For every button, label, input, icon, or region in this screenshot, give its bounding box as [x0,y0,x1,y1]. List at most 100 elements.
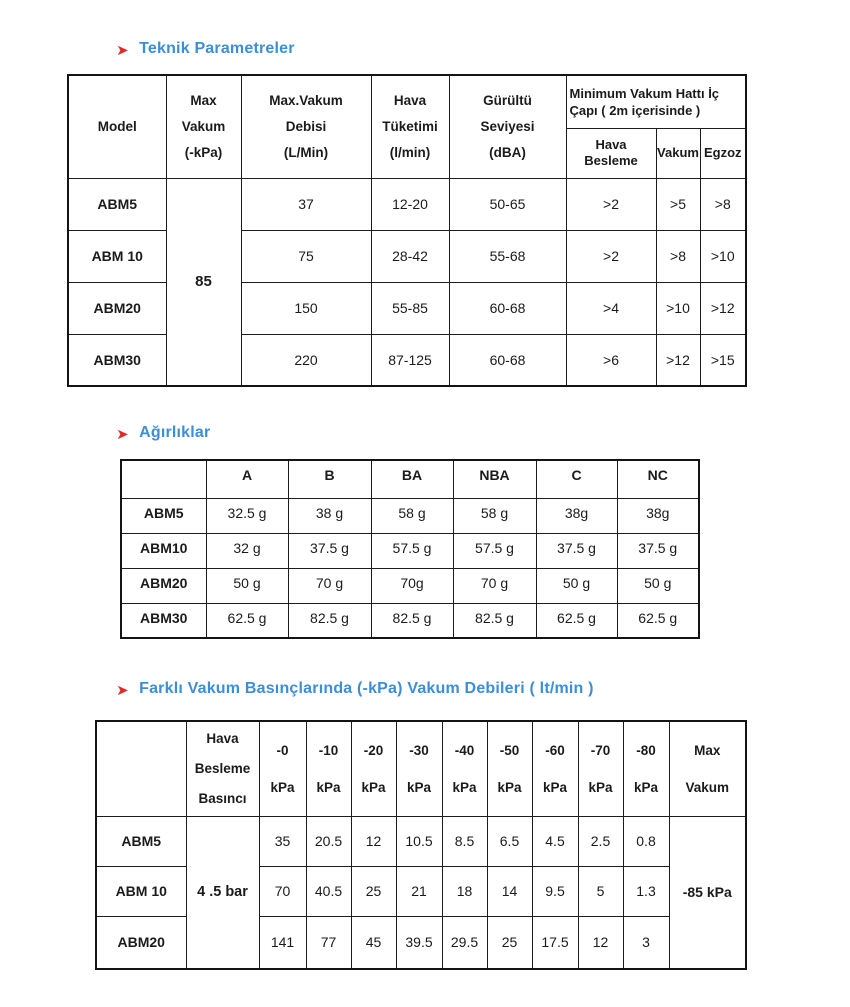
table-cell: 17.5 [531,915,579,970]
table-cell: 58 g [452,497,537,534]
row-header-model: ABM 10 [67,229,167,283]
table-cell: 32.5 g [205,497,289,534]
table-cell: >4 [565,281,657,335]
table-cell: 37 [240,177,372,231]
t3-header-kpa-60: -60 kPa [531,720,579,817]
section-title: Farklı Vakum Basınçlarında (-kPa) Vakum … [139,680,594,697]
table-cell: 5 [577,865,624,917]
t3-header-kpa-40: -40 kPa [441,720,488,817]
table-cell: >2 [565,177,657,231]
table-cell: 220 [240,333,372,387]
table-cell: 57.5 g [370,532,454,569]
table-row: Hava Besleme Basıncı -0 kPa -10 kPa -20 … [95,720,747,817]
table-cell: 82.5 g [287,602,372,639]
table-cell: 40.5 [305,865,352,917]
table-cell: 60-68 [448,333,567,387]
row-header-model: ABM5 [95,815,187,867]
table-cell: 55-85 [370,281,450,335]
table-cell: 39.5 [395,915,443,970]
table-cell: 62.5 g [205,602,289,639]
t1-header-egzoz: Egzoz [699,127,747,179]
t2-header-c: C [535,459,618,499]
table-cell: 50 g [535,567,618,604]
t2-header-empty [120,459,207,499]
table-cell: 25 [350,865,397,917]
t2-header-nc: NC [616,459,700,499]
table-cell: 3 [622,915,670,970]
table-cell: >8 [655,229,701,283]
table-cell: 14 [486,865,533,917]
row-header-model: ABM20 [95,915,187,970]
table-row: ABM10 32 g 37.5 g 57.5 g 57.5 g 37.5 g 3… [120,532,700,569]
t2-header-a: A [205,459,289,499]
t3-header-max-vakum: Max Vakum [668,720,747,817]
table-cell: 37.5 g [616,532,700,569]
table-cell: 70 g [452,567,537,604]
table-cell: 57.5 g [452,532,537,569]
table-cell: 32 g [205,532,289,569]
row-header-model: ABM5 [67,177,167,231]
table-cell: 28-42 [370,229,450,283]
section-heading-debiler: ➤ Farklı Vakum Basınçlarında (-kPa) Vaku… [117,680,594,698]
t2-header-b: B [287,459,372,499]
section-title: Ağırlıklar [139,424,211,441]
table-cell: 12 [350,815,397,867]
arrow-bullet-icon: ➤ [117,42,129,57]
table-cell: 6.5 [486,815,533,867]
table-cell: 70 g [287,567,372,604]
table-cell: 10.5 [395,815,443,867]
t3-header-kpa-30: -30 kPa [395,720,443,817]
t1-header-vakum: Vakum [655,127,701,179]
table-row: ABM20 141 77 45 39.5 29.5 25 17.5 12 3 [95,915,746,970]
merged-besleme-basinci-cell: 4 .5 bar [185,815,260,970]
table-row: Hava Besleme Vakum Egzoz [68,127,747,179]
table-cell: 75 [240,229,372,283]
teknik-parametreler-table: Model Max Vakum (-kPa) Max.Vakum Debisi … [67,74,748,387]
table-cell: 70g [370,567,454,604]
table-cell: 37.5 g [535,532,618,569]
table-row: ABM5 85 37 12-20 50-65 >2 >5 >8 [67,177,747,387]
table-cell: 35 [258,815,307,867]
table-row: ABM20 50 g 70 g 70g 70 g 50 g 50 g [120,567,700,604]
table-cell: 50 g [616,567,700,604]
table-cell: 12-20 [370,177,450,231]
table-cell: 87-125 [370,333,450,387]
table-cell: 4.5 [531,815,579,867]
table-cell: >15 [699,333,747,387]
table-row: ABM30 62.5 g 82.5 g 82.5 g 82.5 g 62.5 g… [120,602,700,639]
table-cell: 25 [486,915,533,970]
table-cell: >12 [699,281,747,335]
table-cell: >10 [655,281,701,335]
vakum-debileri-table: Hava Besleme Basıncı -0 kPa -10 kPa -20 … [95,720,747,970]
table-cell: 38 g [287,497,372,534]
table-cell: 9.5 [531,865,579,917]
t1-header-tuketim: Hava Tüketimi (l/min) [370,74,450,179]
table-cell: 2.5 [577,815,624,867]
row-header-model: ABM5 [120,497,207,534]
row-header-model: ABM30 [120,602,207,639]
section-heading-teknik: ➤ Teknik Parametreler [117,40,295,58]
table-cell: 55-68 [448,229,567,283]
table-cell: 82.5 g [370,602,454,639]
table-cell: >5 [655,177,701,231]
table-cell: 20.5 [305,815,352,867]
table-cell: >12 [655,333,701,387]
table-row: A B BA NBA C NC [120,459,700,499]
table-cell: 50 g [205,567,289,604]
table-cell: 0.8 [622,815,670,867]
t3-header-kpa-0: -0 kPa [258,720,307,817]
table-cell: 38g [616,497,700,534]
table-cell: 38g [535,497,618,534]
table-row: ABM20 150 55-85 60-68 >4 >10 >12 [67,281,747,335]
table-cell: 141 [258,915,307,970]
t3-header-kpa-10: -10 kPa [305,720,352,817]
t1-header-max-vakum: Max Vakum (-kPa) [165,74,242,179]
table-cell: 58 g [370,497,454,534]
table-cell: 77 [305,915,352,970]
table-cell: 21 [395,865,443,917]
merged-max-vakum-cell: 85 [165,177,242,387]
t3-header-kpa-80: -80 kPa [622,720,670,817]
table-cell: >10 [699,229,747,283]
t1-header-min-hat: Minimum Vakum Hattı İç Çapı ( 2m içerisi… [565,74,747,129]
